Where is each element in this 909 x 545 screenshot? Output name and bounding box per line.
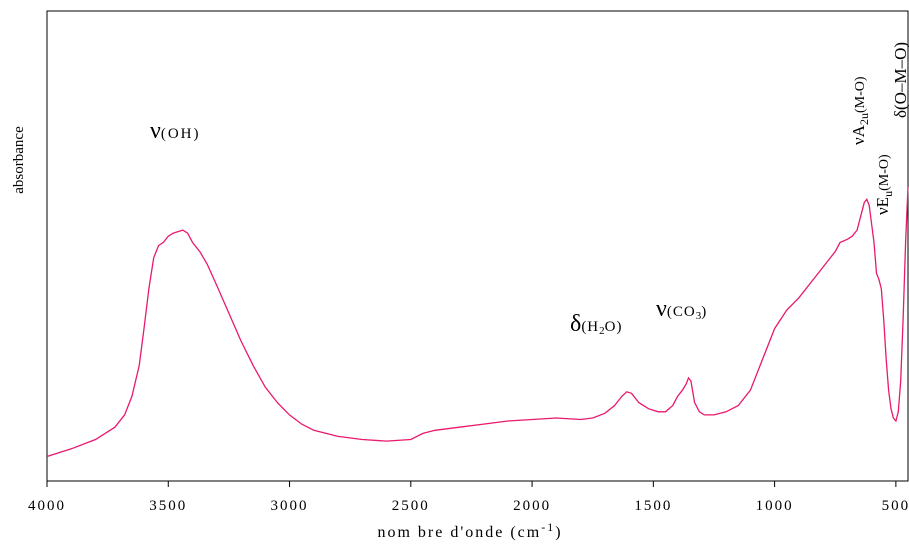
x-tick-label: 2000 [513,498,551,514]
annotation-a2u-symbol: νA [849,124,868,145]
annotation-co3-close: ) [701,304,706,320]
x-axis-label-main: nom bre d'onde (cm [377,524,541,541]
annotation-co3-symbol: ν [656,296,667,322]
annotation-eu-text: (M-O) [877,154,892,191]
annotation-omo: δ(O–M–O) [891,42,909,118]
annotation-h2o: δ(H2O) [570,311,622,337]
annotation-h2o-close: O) [605,319,623,335]
annotation-a2u-subscript: 2u [857,113,871,125]
x-tick-label: 4000 [28,498,66,514]
y-axis-label: absorbance [11,126,27,194]
x-tick-label: 500 [882,498,909,514]
annotation-oh-text: (OH) [161,126,201,142]
annotation-co3-open: (CO [667,304,696,320]
x-tick-label: 3000 [271,498,309,514]
annotation-co3: ν(CO3) [656,296,706,322]
annotation-eu: νEu(M-O) [873,154,895,215]
x-axis-label-superscript: -1 [541,520,555,534]
spectrum-line [46,186,909,458]
annotation-h2o-open: (H [581,319,599,335]
x-tick-label: 1000 [756,498,794,514]
x-tick-label: 2500 [392,498,430,514]
x-tick-label: 1500 [634,498,672,514]
annotation-oh-symbol: ν [150,118,161,144]
annotation-oh: ν(OH) [150,118,201,144]
annotation-h2o-symbol: δ [570,311,581,337]
x-tick-group: 4000 3500 3000 2500 2000 1500 1000 500 [28,481,909,514]
annotation-a2u-text: (M-O) [853,76,868,113]
annotation-co3-subscript: 3 [696,310,702,322]
x-tick-label: 3500 [149,498,187,514]
plot-frame [46,10,909,482]
annotation-a2u: νA2u(M-O) [849,76,871,145]
x-axis-label: nom bre d'onde (cm-1) [377,520,562,541]
x-axis-label-close: ) [555,524,562,541]
annotation-eu-subscript: u [881,191,895,197]
annotation-eu-symbol: νE [873,197,892,215]
annotation-h2o-subscript: 2 [599,325,605,337]
